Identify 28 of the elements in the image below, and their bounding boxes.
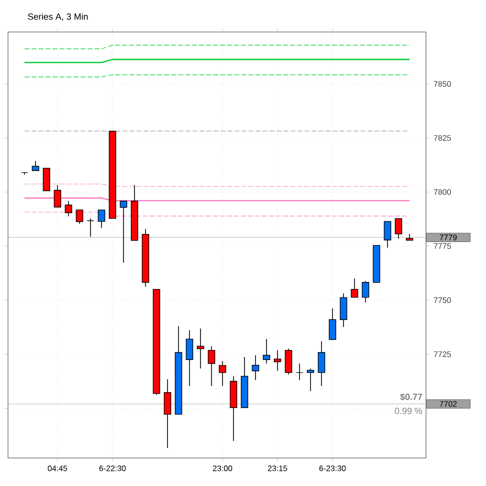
annotation: 0.99 % — [394, 408, 422, 414]
candlestick — [120, 200, 128, 264]
candlestick — [274, 350, 282, 372]
candlestick — [98, 210, 106, 229]
candlestick — [64, 200, 72, 217]
candlestick — [86, 218, 94, 238]
candlestick — [208, 346, 216, 386]
candlestick — [76, 210, 84, 224]
candlestick — [394, 218, 402, 240]
chart-title: Series A, 3 Min — [28, 13, 88, 21]
candlestick — [164, 378, 172, 448]
candlestick — [42, 168, 50, 192]
candlestick — [262, 338, 270, 364]
candlestick — [32, 160, 40, 171]
candlestick — [318, 340, 326, 386]
candlestick — [306, 368, 314, 392]
candlestick — [186, 330, 194, 386]
candlestick — [54, 184, 62, 208]
candlestick — [284, 348, 292, 375]
candlestick — [340, 293, 348, 328]
candlestick — [252, 354, 260, 381]
candlestick — [350, 278, 358, 298]
candlestick — [218, 360, 226, 386]
candlestick — [362, 280, 370, 303]
candlestick — [328, 308, 336, 340]
annotation: $0.77 — [400, 393, 422, 401]
candlestick — [384, 221, 392, 248]
candlestick — [296, 363, 304, 381]
